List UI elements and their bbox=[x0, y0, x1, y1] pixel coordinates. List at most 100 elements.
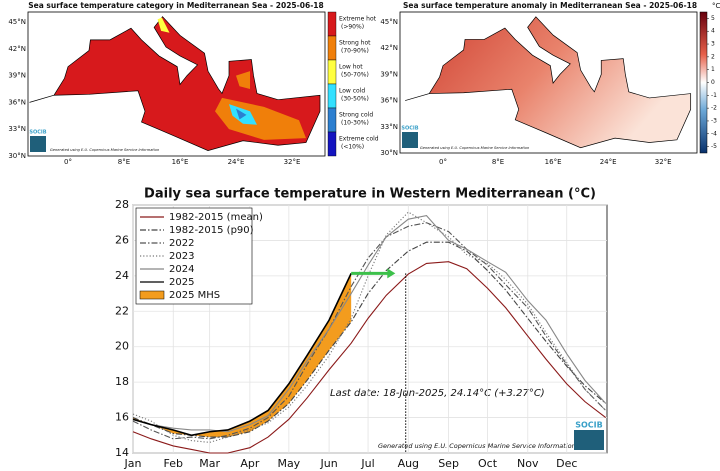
logo-box bbox=[402, 132, 418, 148]
legend-label: 2025 MHS bbox=[169, 290, 220, 301]
legend-label: Extreme cold bbox=[339, 136, 379, 143]
legend-range: (70-90%) bbox=[341, 48, 369, 55]
legend-range: (<10%) bbox=[341, 144, 364, 151]
lat-label: 45°N bbox=[380, 18, 398, 26]
legend-range: (10-30%) bbox=[341, 120, 369, 127]
colorbar-tick-label: -5 bbox=[711, 143, 717, 150]
legend-range: (>90%) bbox=[341, 24, 364, 31]
legend-swatch bbox=[327, 11, 337, 37]
colorbar-tick-label: 1 bbox=[711, 66, 715, 73]
x-tick-label: Mar bbox=[199, 457, 220, 470]
y-tick-label: 22 bbox=[115, 304, 129, 317]
lat-label: 36°N bbox=[380, 97, 398, 105]
lat-label: 45°N bbox=[8, 18, 26, 26]
lat-label: 39°N bbox=[8, 72, 26, 80]
lat-label: 30°N bbox=[380, 149, 398, 157]
legend-swatch bbox=[327, 59, 337, 85]
colorbar-tick-label: -4 bbox=[711, 130, 717, 137]
lon-label: 8°E bbox=[118, 158, 130, 166]
map-title: Sea surface temperature anomaly in Medit… bbox=[403, 1, 697, 10]
legend-box bbox=[135, 207, 253, 305]
colorbar-unit: °C bbox=[712, 2, 720, 10]
legend-label: 2025 bbox=[169, 277, 194, 288]
series-line bbox=[132, 215, 607, 433]
series-line bbox=[132, 241, 607, 438]
x-tick-label: Feb bbox=[164, 457, 183, 470]
colorbar-tick-label: 2 bbox=[711, 53, 715, 60]
legend-label: Strong cold bbox=[339, 112, 373, 119]
legend-range: (30-50%) bbox=[341, 96, 369, 103]
y-tick-label: 16 bbox=[115, 411, 129, 424]
category-area bbox=[236, 71, 250, 89]
colorbar-tick-label: 4 bbox=[711, 28, 715, 35]
legend-label: 2023 bbox=[169, 251, 194, 262]
category-area bbox=[157, 17, 170, 33]
y-tick-label: 20 bbox=[115, 340, 129, 353]
legend-swatch bbox=[327, 83, 337, 109]
annotation: Last date: 18-Jun-2025, 24.14°C (+3.27°C… bbox=[330, 388, 545, 399]
map-title: Sea surface temperature category in Medi… bbox=[28, 1, 324, 10]
colorbar-tick-label: 0 bbox=[711, 79, 715, 86]
y-tick-label: 18 bbox=[115, 375, 129, 388]
lat-label: 30°N bbox=[8, 152, 26, 160]
legend-swatch bbox=[139, 290, 165, 300]
legend-label: Low cold bbox=[339, 88, 365, 95]
x-tick-label: Jun bbox=[319, 457, 337, 470]
arrow-head bbox=[387, 268, 396, 279]
x-tick-label: Oct bbox=[478, 457, 498, 470]
lat-label: 42°N bbox=[380, 44, 398, 52]
lon-label: 16°E bbox=[545, 158, 562, 166]
lon-label: 0° bbox=[64, 158, 72, 166]
x-tick-label: Aug bbox=[398, 457, 419, 470]
lat-label: 39°N bbox=[380, 70, 398, 78]
legend-label: 1982-2015 (p90) bbox=[169, 225, 254, 236]
category-area bbox=[236, 108, 247, 120]
x-tick-label: Nov bbox=[517, 457, 539, 470]
lat-label: 36°N bbox=[8, 98, 26, 106]
legend-swatch bbox=[327, 107, 337, 133]
colorbar-tick-label: -3 bbox=[711, 117, 717, 124]
lat-label: 33°N bbox=[8, 125, 26, 133]
map-credit: Generated using E.U. Copernicus Marine S… bbox=[50, 148, 160, 152]
y-tick-label: 28 bbox=[115, 198, 129, 211]
legend-swatch bbox=[327, 35, 337, 61]
logo: SOCIB bbox=[401, 126, 418, 132]
lat-label: 33°N bbox=[380, 123, 398, 131]
lon-label: 8°E bbox=[492, 158, 504, 166]
x-tick-label: May bbox=[277, 457, 300, 470]
lon-label: 32°E bbox=[655, 158, 672, 166]
series-line bbox=[132, 211, 607, 443]
legend-label: Extreme hot bbox=[339, 16, 377, 23]
logo: SOCIB bbox=[575, 421, 603, 430]
legend-label: 1982-2015 (mean) bbox=[169, 212, 263, 223]
lon-label: 24°E bbox=[228, 158, 245, 166]
lon-label: 16°E bbox=[172, 158, 189, 166]
colorbar-tick-label: 3 bbox=[711, 41, 715, 48]
lon-label: 0° bbox=[439, 158, 447, 166]
series-line bbox=[132, 273, 352, 437]
lat-label: 42°N bbox=[8, 45, 26, 53]
colorbar-tick-label: -2 bbox=[711, 105, 717, 112]
legend-label: Low hot bbox=[339, 64, 363, 71]
legend-swatch bbox=[327, 131, 337, 157]
sea bbox=[405, 16, 692, 149]
x-tick-label: Jan bbox=[124, 457, 142, 470]
logo-box bbox=[574, 430, 604, 450]
x-tick-label: Jul bbox=[360, 457, 374, 470]
map-sea bbox=[405, 16, 692, 149]
map-credit: Generated using E.U. Copernicus Marine S… bbox=[420, 146, 530, 150]
y-tick-label: 26 bbox=[115, 233, 129, 246]
legend-label: Strong hot bbox=[339, 40, 371, 47]
x-tick-label: Dec bbox=[556, 457, 577, 470]
series-line bbox=[132, 261, 607, 454]
chart-title: Daily sea surface temperature in Western… bbox=[144, 187, 596, 202]
legend-label: 2024 bbox=[169, 264, 194, 275]
colorbar-tick-label: -1 bbox=[711, 92, 717, 99]
y-tick-label: 14 bbox=[115, 446, 129, 459]
logo: SOCIB bbox=[29, 130, 46, 136]
map-sea bbox=[29, 16, 321, 151]
colorbar bbox=[699, 11, 708, 154]
credit: Generated using E.U. Copernicus Marine S… bbox=[378, 442, 576, 450]
x-tick-label: Sep bbox=[438, 457, 459, 470]
